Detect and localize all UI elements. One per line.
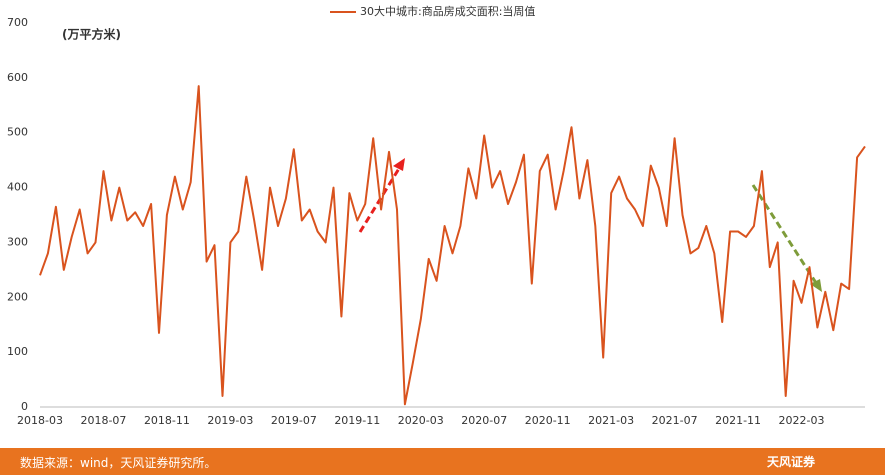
arrow-head [810, 279, 822, 292]
y-tick-label: 600 [7, 71, 28, 84]
x-tick-label: 2021-07 [652, 414, 698, 427]
x-tick-label: 2018-03 [17, 414, 63, 427]
y-tick-label: 300 [7, 235, 28, 248]
y-tick-label: 200 [7, 290, 28, 303]
y-tick-label: 500 [7, 126, 28, 139]
x-tick-label: 2021-03 [588, 414, 634, 427]
x-tick-label: 2018-11 [144, 414, 190, 427]
x-tick-label: 2022-03 [779, 414, 825, 427]
source: 数据来源：wind，天风证券研究所。 [20, 456, 217, 470]
x-tick-label: 2019-07 [271, 414, 317, 427]
unit-label: (万平方米) [62, 27, 121, 42]
footer: 数据来源：wind，天风证券研究所。 天风证券 [0, 448, 885, 475]
y-tick-label: 700 [7, 16, 28, 29]
line [39, 85, 866, 406]
x-tick-label: 2020-11 [525, 414, 571, 427]
x-tick-label: 2021-11 [715, 414, 761, 427]
arrow [751, 184, 820, 287]
y-tick-label: 0 [21, 400, 28, 413]
x-tick-label: 2019-03 [207, 414, 253, 427]
x-tick-label: 2020-03 [398, 414, 444, 427]
x-tick-label: 2019-11 [334, 414, 380, 427]
y-tick-label: 100 [7, 345, 28, 358]
arrow [358, 161, 405, 233]
y-tick-label: 400 [7, 181, 28, 194]
legend-label: 30大中城市:商品房成交面积:当周值 [360, 4, 535, 18]
chart: 30大中城市:商品房成交面积:当周值 (万平方米) 0 100 200 300 400 5… [7, 4, 866, 427]
x-tick-label: 2018-07 [80, 414, 126, 427]
arrow-head [393, 158, 405, 171]
logo: 天风证券 [766, 455, 815, 469]
x-tick-label: 2020-07 [461, 414, 507, 427]
